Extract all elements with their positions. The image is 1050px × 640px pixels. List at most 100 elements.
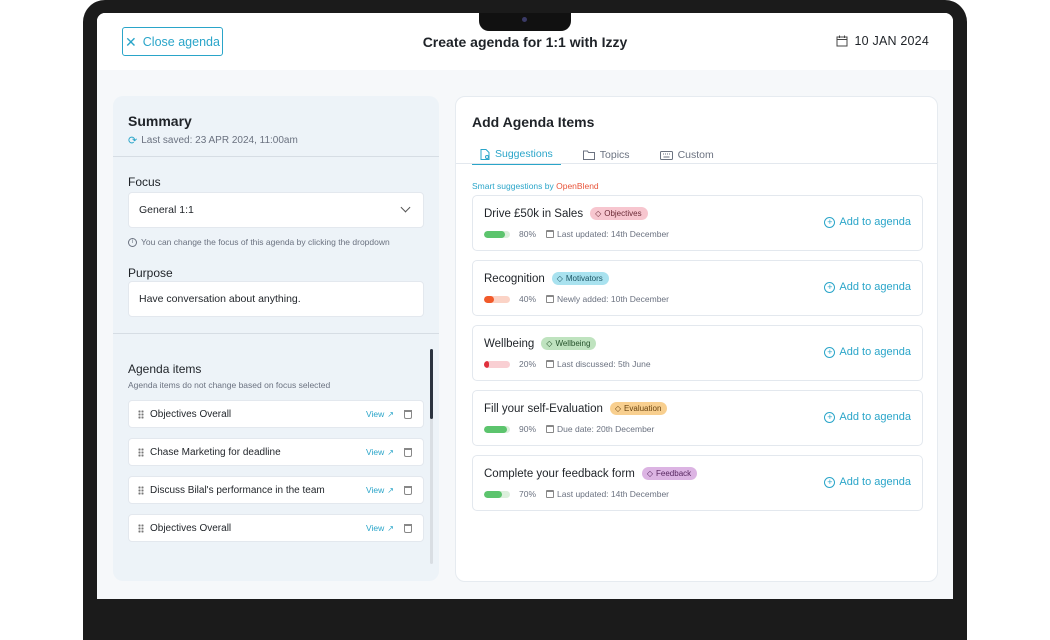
tag-icon: ◇: [614, 404, 622, 413]
calendar-icon: [546, 360, 555, 368]
add-agenda-panel: Add Agenda Items Suggestions Topics Cust…: [455, 96, 938, 582]
tab-label: Custom: [677, 149, 714, 161]
tag-feedback: ◇ Feedback: [641, 467, 698, 480]
add-to-agenda-button[interactable]: + Add to agenda: [824, 476, 911, 488]
add-to-agenda-label: Add to agenda: [839, 346, 911, 358]
close-agenda-label: Close agenda: [142, 34, 220, 49]
suggestion-title: Recognition ◇ Motivators: [484, 272, 609, 285]
tag-label: Wellbeing: [555, 339, 591, 348]
suggestion-meta: 70% Last updated: 14th December: [484, 489, 669, 499]
chevron-down-icon: [400, 202, 411, 213]
smart-suggestions-caption: Smart suggestions by OpenBlend: [472, 181, 599, 191]
suggestion-card: Complete your feedback form ◇ Feedback 70…: [472, 455, 923, 511]
drag-handle-icon[interactable]: [138, 523, 144, 533]
purpose-value: Have conversation about anything.: [139, 293, 301, 305]
suggestion-title: Wellbeing ◇ Wellbeing: [484, 337, 597, 350]
close-icon: ✕: [125, 33, 137, 50]
plus-circle-icon: +: [824, 476, 836, 488]
tag-label: Feedback: [656, 469, 692, 478]
agenda-item[interactable]: Objectives Overall View ↗: [128, 400, 424, 428]
tag-icon: ◇: [556, 274, 563, 283]
tag-label: Objectives: [604, 209, 642, 218]
suggestion-meta: 40% Newly added: 10th December: [484, 294, 669, 304]
purpose-field[interactable]: Have conversation about anything.: [128, 281, 424, 317]
tag-label: Evaluation: [624, 404, 662, 413]
progress-bar: [484, 425, 510, 433]
add-agenda-title: Add Agenda Items: [472, 114, 595, 130]
view-label: View: [366, 523, 385, 533]
view-link[interactable]: View ↗: [366, 523, 394, 533]
focus-dropdown[interactable]: General 1:1: [128, 192, 424, 228]
scrollbar-track[interactable]: [430, 349, 433, 564]
trash-icon[interactable]: [404, 485, 412, 495]
calendar-icon: [546, 295, 555, 303]
calendar-icon: [836, 35, 848, 47]
add-to-agenda-button[interactable]: + Add to agenda: [824, 281, 911, 293]
progress-percent: 20%: [519, 359, 537, 369]
tab-suggestions[interactable]: Suggestions: [472, 145, 561, 165]
tag-evaluation: ◇ Evaluation: [609, 402, 668, 415]
progress-fill: [484, 425, 508, 433]
external-link-icon: ↗: [387, 523, 394, 533]
scrollbar-thumb[interactable]: [430, 349, 433, 419]
tab-bar: Suggestions Topics Custom: [472, 145, 736, 165]
info-icon: i: [128, 237, 137, 247]
agenda-item-label: Chase Marketing for deadline: [150, 446, 281, 458]
close-agenda-button[interactable]: ✕ Close agenda: [122, 27, 223, 56]
view-link[interactable]: View ↗: [366, 447, 394, 457]
view-label: View: [366, 447, 385, 457]
agenda-item[interactable]: Chase Marketing for deadline View ↗: [128, 438, 424, 466]
suggestion-title-text: Drive £50k in Sales: [484, 207, 584, 220]
tag-motivators: ◇ Motivators: [551, 272, 609, 285]
meta-text: Last discussed: 5th June: [557, 359, 651, 369]
brand-name: OpenBlend: [556, 181, 599, 191]
doc-icon: [480, 148, 490, 160]
focus-hint-text: You can change the focus of this agenda …: [141, 237, 390, 247]
suggestion-title-text: Fill your self-Evaluation: [484, 402, 603, 415]
progress-percent: 80%: [519, 229, 537, 239]
view-link[interactable]: View ↗: [366, 485, 394, 495]
meta-text: Last updated: 14th December: [557, 489, 670, 499]
progress-percent: 90%: [519, 424, 537, 434]
agenda-items-subtitle: Agenda items do not change based on focu…: [128, 380, 331, 390]
trash-icon[interactable]: [404, 447, 412, 457]
meta-text: Due date: 20th December: [557, 424, 655, 434]
progress-bar: [484, 295, 510, 303]
progress-fill: [484, 490, 503, 498]
tag-icon: ◇: [546, 339, 553, 348]
drag-handle-icon[interactable]: [138, 485, 144, 495]
page-title: Create agenda for 1:1 with Izzy: [422, 34, 628, 50]
suggestion-title-text: Complete your feedback form: [484, 467, 635, 480]
app-screen: ✕ Close agenda Create agenda for 1:1 wit…: [97, 13, 953, 599]
agenda-items-label: Agenda items: [128, 362, 202, 376]
tab-topics[interactable]: Topics: [575, 145, 638, 165]
progress-fill: [484, 295, 495, 303]
add-to-agenda-button[interactable]: + Add to agenda: [824, 216, 911, 228]
tag-label: Motivators: [565, 274, 603, 283]
drag-handle-icon[interactable]: [138, 409, 144, 419]
tabs-divider: [456, 163, 937, 164]
suggestion-title: Complete your feedback form ◇ Feedback: [484, 467, 698, 480]
last-saved: ⟳ Last saved: 23 APR 2024, 11:00am: [128, 134, 298, 147]
view-link[interactable]: View ↗: [366, 409, 394, 419]
trash-icon[interactable]: [404, 523, 412, 533]
drag-handle-icon[interactable]: [138, 447, 144, 457]
suggestion-card: Drive £50k in Sales ◇ Objectives 80% Last…: [472, 195, 923, 251]
agenda-item[interactable]: Discuss Bilal's performance in the team …: [128, 476, 424, 504]
suggestion-title: Fill your self-Evaluation ◇ Evaluation: [484, 402, 668, 415]
agenda-item[interactable]: Objectives Overall View ↗: [128, 514, 424, 542]
add-to-agenda-label: Add to agenda: [839, 476, 911, 488]
suggestion-meta: 80% Last updated: 14th December: [484, 229, 669, 239]
add-to-agenda-button[interactable]: + Add to agenda: [824, 411, 911, 423]
tab-custom[interactable]: Custom: [652, 145, 722, 165]
tag-icon: ◇: [646, 469, 654, 478]
suggestion-card: Fill your self-Evaluation ◇ Evaluation 90…: [472, 390, 923, 446]
add-to-agenda-button[interactable]: + Add to agenda: [824, 346, 911, 358]
suggestion-title-text: Wellbeing: [484, 337, 535, 350]
plus-circle-icon: +: [824, 346, 836, 358]
purpose-label: Purpose: [128, 266, 173, 280]
camera-icon: [522, 17, 527, 22]
trash-icon[interactable]: [404, 409, 412, 419]
agenda-item-label: Objectives Overall: [150, 408, 232, 420]
summary-panel: Summary ⟳ Last saved: 23 APR 2024, 11:00…: [113, 96, 439, 581]
